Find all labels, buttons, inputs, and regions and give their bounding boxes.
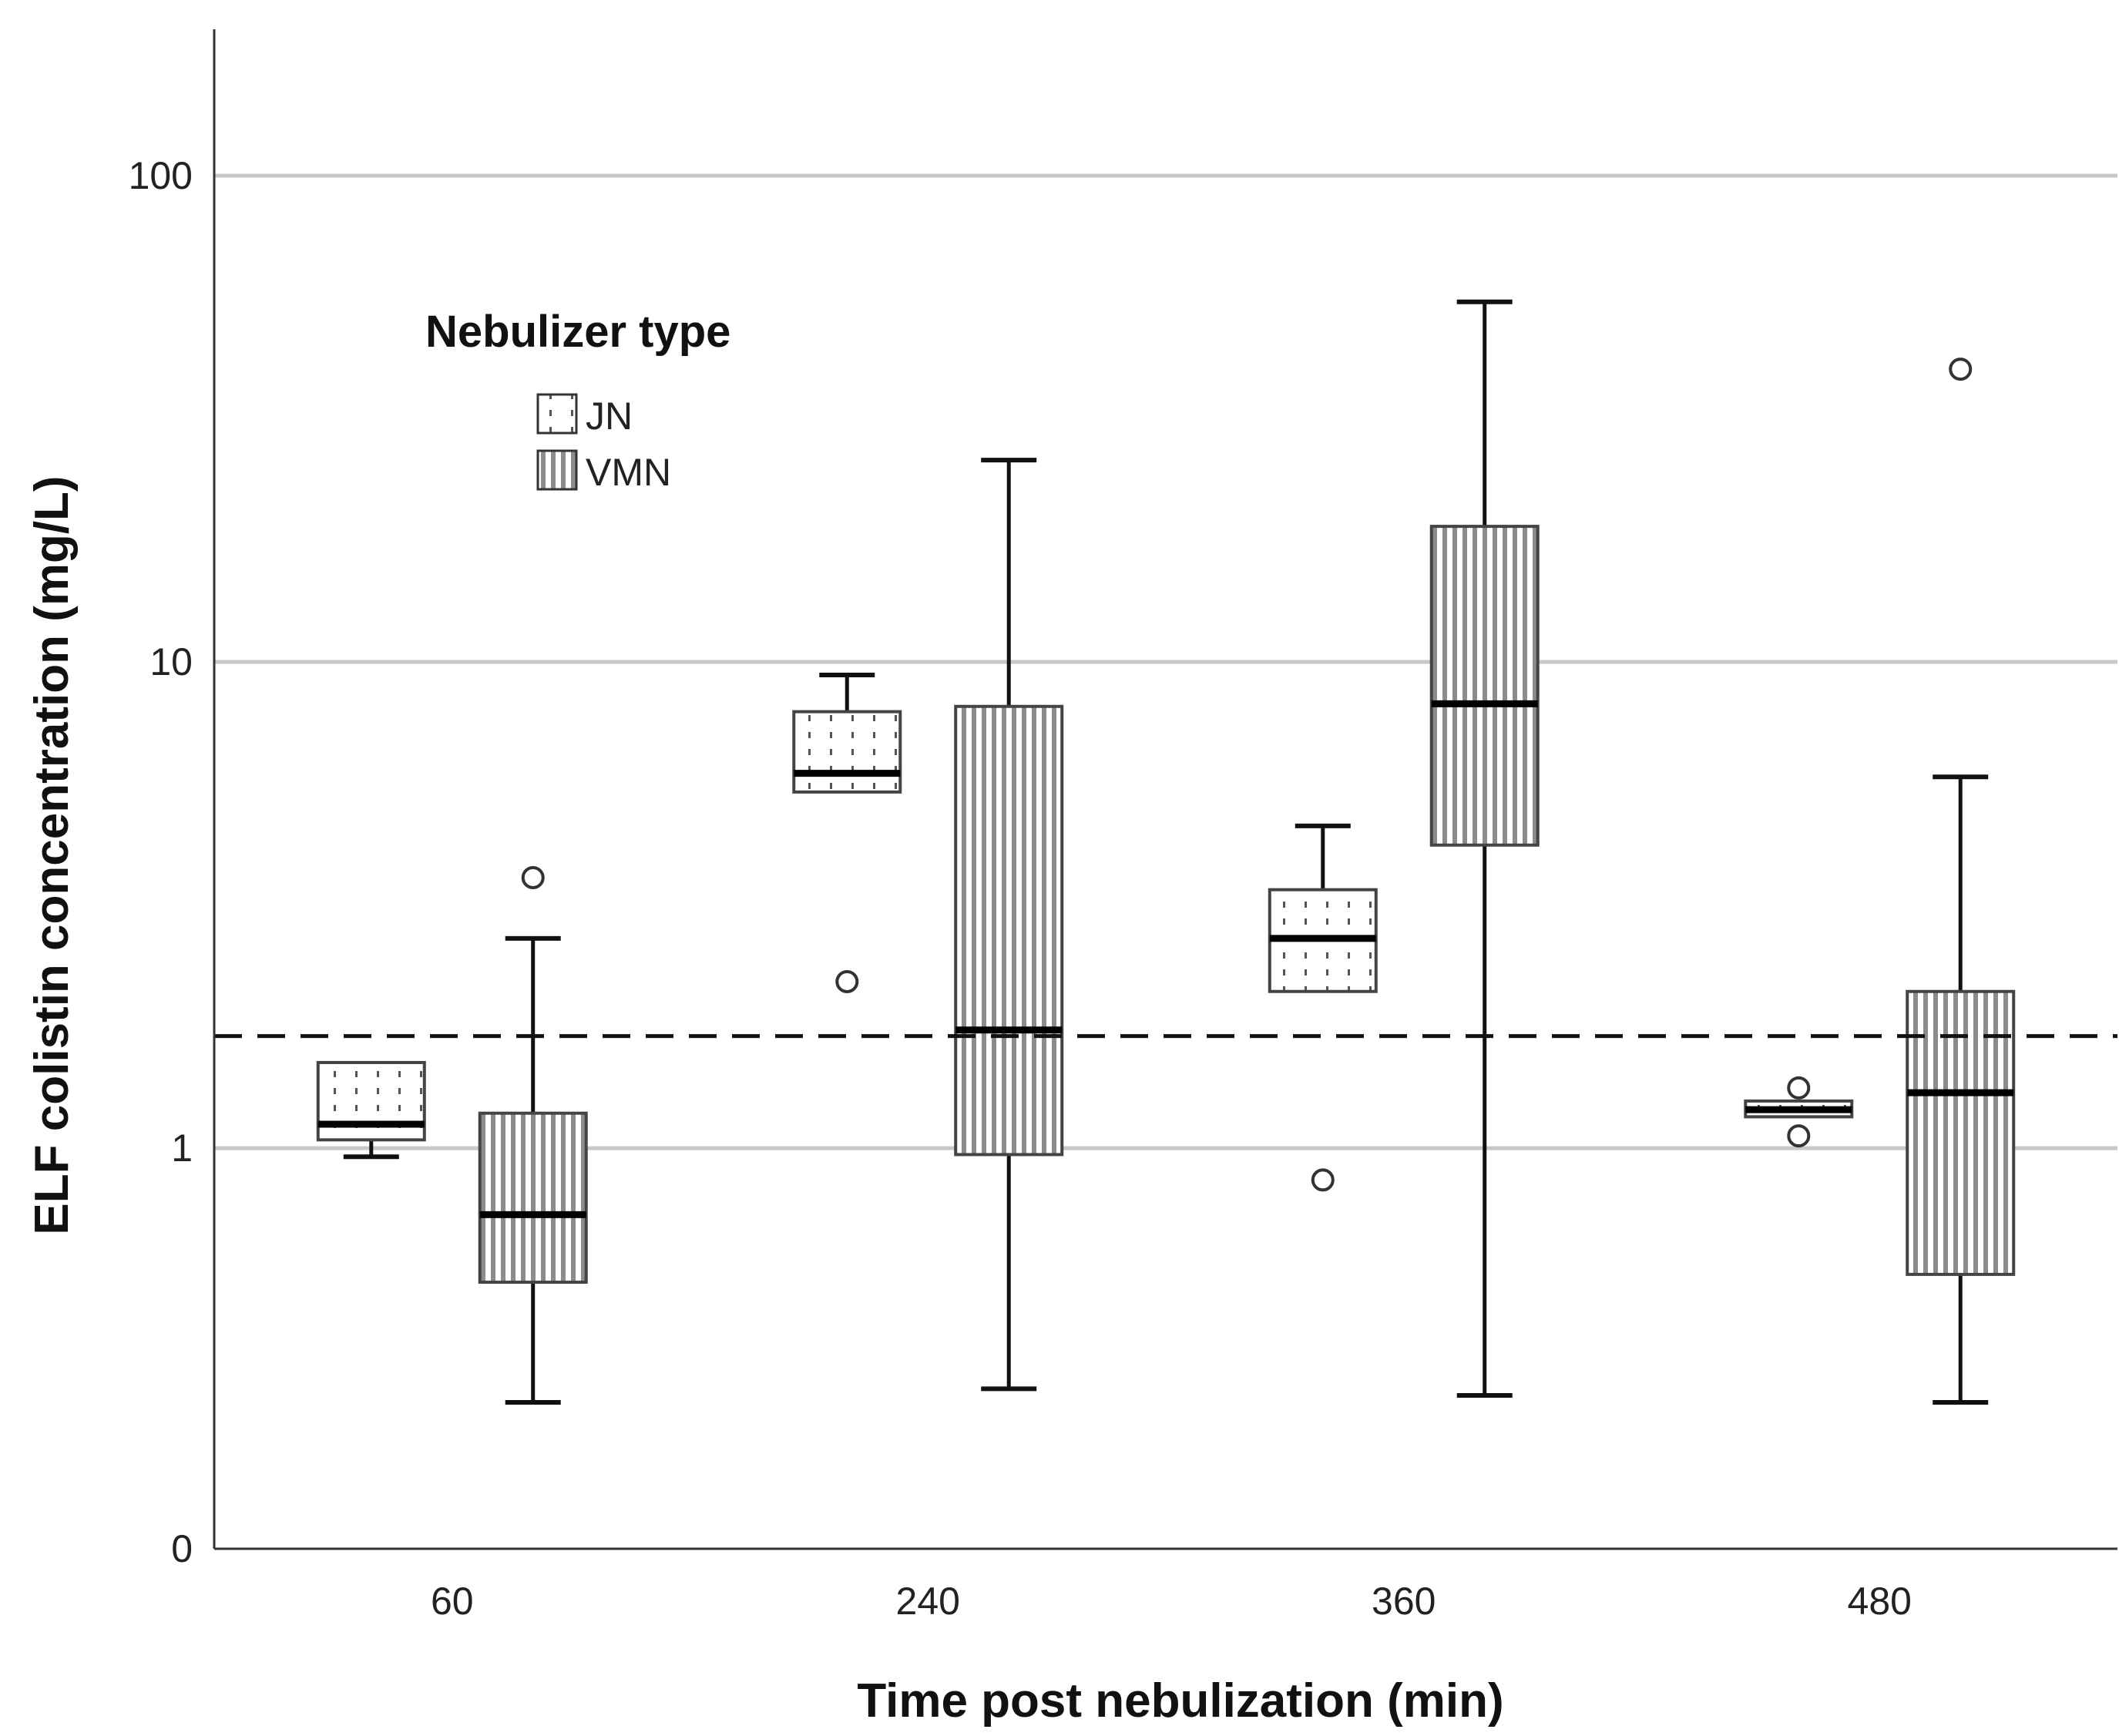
x-tick-label-360: 360 <box>1372 1580 1436 1623</box>
outlier-vmn-60-0 <box>521 866 545 890</box>
outlier-jn-480-1 <box>1787 1124 1811 1148</box>
iqr-box-vmn-60 <box>478 1111 588 1284</box>
x-axis-title: Time post nebulization (min) <box>857 1674 1503 1728</box>
y-tick-label-1: 1 <box>171 1127 193 1170</box>
box-jn-360 <box>1268 823 1378 1192</box>
iqr-box-vmn-480 <box>1906 989 2016 1276</box>
y-tick-label-10: 10 <box>149 640 193 683</box>
box-jn-60 <box>316 1060 426 1160</box>
legend-swatch-jn <box>536 393 578 435</box>
x-tick-label-480: 480 <box>1848 1580 1912 1623</box>
legend: Nebulizer type JN VMN <box>425 307 730 494</box>
box-vmn-240 <box>954 458 1064 1392</box>
outlier-jn-240-0 <box>835 969 859 993</box>
outlier-vmn-480-0 <box>1949 358 1973 381</box>
x-tick-label-60: 60 <box>431 1580 474 1623</box>
box-jn-240 <box>792 672 902 993</box>
iqr-box-vmn-240 <box>954 704 1064 1157</box>
legend-swatch-vmn <box>536 449 578 491</box>
iqr-box-jn-60 <box>316 1060 426 1142</box>
legend-title: Nebulizer type <box>425 307 730 357</box>
box-vmn-360 <box>1429 299 1540 1399</box>
legend-label-vmn: VMN <box>586 451 671 494</box>
x-tick-label-240: 240 <box>896 1580 960 1623</box>
y-tick-label-0: 0 <box>171 1527 193 1570</box>
box-jn-480 <box>1744 1076 1854 1148</box>
box-vmn-480 <box>1906 358 2016 1405</box>
y-axis-title: ELF colistin concentration (mg/L) <box>25 475 79 1234</box>
outlier-jn-360-0 <box>1311 1168 1335 1192</box>
outlier-jn-480-0 <box>1787 1076 1811 1100</box>
iqr-box-jn-240 <box>792 710 902 794</box>
box-vmn-60 <box>478 866 588 1405</box>
iqr-box-vmn-360 <box>1429 525 1540 847</box>
legend-label-jn: JN <box>586 395 633 438</box>
y-tick-label-100: 100 <box>129 154 193 197</box>
